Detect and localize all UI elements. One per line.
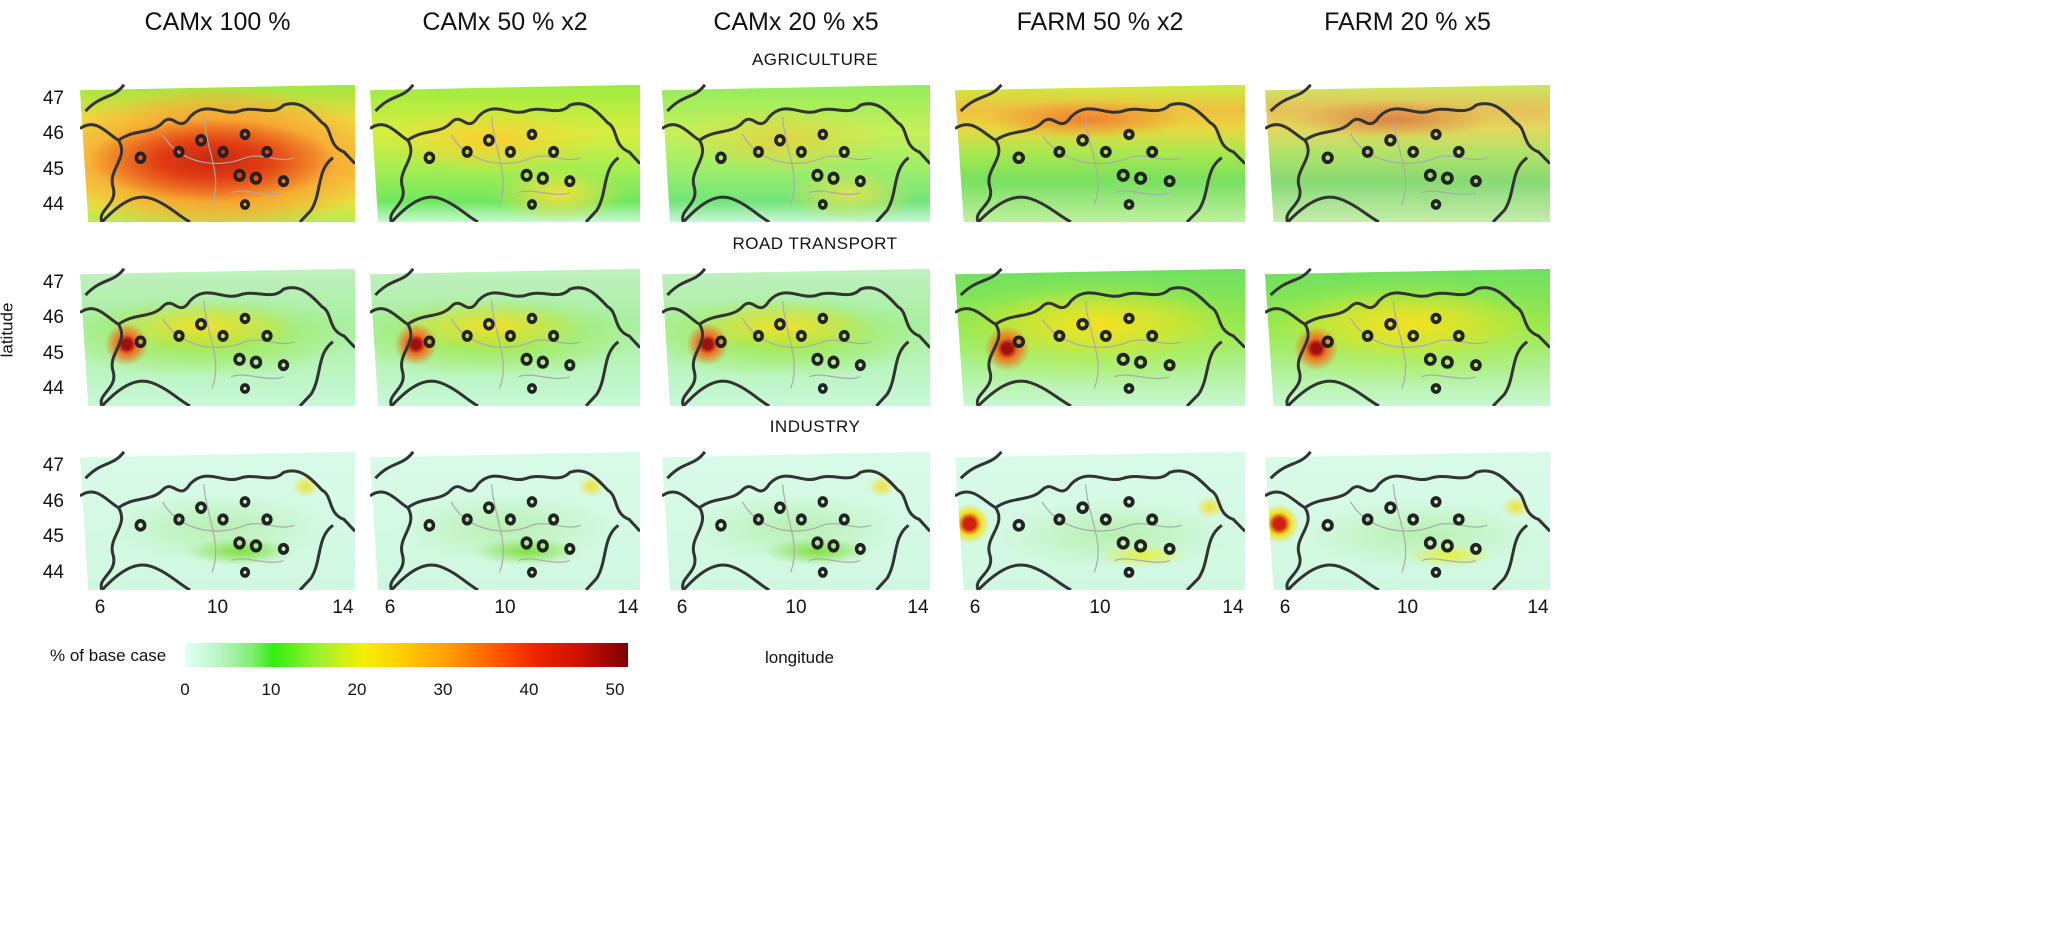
country-borders	[370, 76, 640, 222]
map-panel-road-1	[370, 260, 640, 406]
x-tick-label: 6	[384, 597, 396, 618]
heatmap	[662, 268, 930, 406]
x-tick-label: 14	[617, 597, 639, 618]
colorbar-tick: 10	[261, 680, 281, 699]
map-panel-ind-3	[955, 443, 1245, 590]
section-title: AGRICULTURE	[751, 50, 879, 69]
colorbar-tick: 0	[180, 680, 190, 699]
country-borders	[955, 260, 1245, 406]
country-borders	[1265, 260, 1550, 406]
column-title: CAMx 50 % x2	[422, 8, 588, 36]
y-tick-label: 44	[42, 194, 64, 215]
y-tick-label: 46	[42, 490, 64, 512]
y-tick-label: 45	[42, 158, 64, 180]
colorbar-tick: 40	[519, 680, 539, 699]
map-panel-road-4	[1265, 260, 1550, 406]
country-borders	[955, 76, 1245, 222]
colorbar	[185, 643, 628, 667]
x-tick-label: 6	[969, 597, 981, 618]
x-tick-label: 14	[332, 597, 354, 618]
heatmap	[1265, 451, 1550, 590]
map-panel-agri-1	[370, 76, 640, 222]
y-tick-label: 47	[42, 88, 64, 109]
map-panel-agri-2	[662, 76, 930, 222]
y-axis-label: latitude	[0, 302, 17, 358]
section-title: ROAD TRANSPORT	[732, 234, 898, 253]
country-borders	[80, 260, 355, 406]
column-title: FARM 20 % x5	[1324, 8, 1491, 36]
country-borders	[1265, 76, 1550, 222]
country-borders	[370, 443, 640, 590]
y-tick-label: 46	[42, 123, 64, 145]
map-panel-ind-2	[662, 443, 930, 590]
x-axis-label: longitude	[765, 648, 835, 667]
x-tick-label: 10	[494, 597, 516, 618]
map-panel-road-2	[662, 260, 930, 406]
map-panel-ind-1	[370, 443, 640, 590]
country-borders	[1265, 443, 1550, 590]
map-panel-ind-4	[1265, 443, 1550, 590]
heatmap	[955, 84, 1245, 222]
x-tick-label: 14	[907, 597, 929, 618]
map-panel-ind-0	[80, 443, 355, 590]
heatmap	[80, 268, 355, 406]
column-title: CAMx 100 %	[144, 8, 291, 36]
y-tick-label: 45	[42, 526, 64, 548]
heatmap	[1265, 84, 1550, 222]
x-tick-label: 6	[94, 597, 106, 618]
heatmap	[370, 451, 640, 590]
map-panel-agri-0	[80, 76, 355, 222]
y-tick-label: 44	[42, 378, 64, 399]
x-tick-label: 10	[1396, 597, 1419, 618]
y-tick-label: 46	[42, 307, 64, 329]
country-borders	[662, 443, 930, 590]
section-title: INDUSTRY	[769, 417, 861, 436]
heatmap	[662, 451, 930, 590]
country-borders	[955, 443, 1245, 590]
heatmap	[955, 268, 1245, 406]
column-title: FARM 50 % x2	[1016, 8, 1184, 36]
x-tick-label: 14	[1222, 597, 1244, 618]
column-title: CAMx 20 % x5	[713, 8, 879, 36]
y-tick-label: 47	[42, 455, 64, 476]
heatmap	[80, 84, 355, 222]
x-tick-label: 6	[1279, 597, 1291, 618]
heatmap	[1265, 268, 1550, 406]
country-borders	[662, 76, 930, 222]
heatmap	[662, 84, 930, 222]
country-borders	[80, 443, 355, 590]
heatmap	[370, 84, 640, 222]
y-tick-label: 47	[42, 272, 64, 293]
map-panel-agri-3	[955, 76, 1245, 222]
heatmap	[955, 451, 1245, 590]
country-borders	[370, 260, 640, 406]
map-panel-road-0	[80, 260, 355, 406]
heatmap	[80, 451, 355, 590]
x-tick-label: 10	[1089, 597, 1111, 618]
heatmap	[370, 268, 640, 406]
country-borders	[662, 260, 930, 406]
country-borders	[80, 76, 355, 222]
colorbar-label: % of base case	[50, 646, 167, 665]
x-tick-label: 10	[785, 597, 807, 618]
y-tick-label: 45	[42, 342, 64, 364]
x-tick-label: 14	[1527, 597, 1549, 618]
x-tick-label: 10	[206, 597, 229, 618]
colorbar-tick: 30	[433, 680, 453, 699]
map-panel-road-3	[955, 260, 1245, 406]
y-tick-label: 44	[42, 562, 64, 583]
x-tick-label: 6	[676, 597, 688, 618]
colorbar-tick: 50	[605, 680, 625, 699]
map-panel-agri-4	[1265, 76, 1550, 222]
colorbar-tick: 20	[347, 680, 367, 699]
